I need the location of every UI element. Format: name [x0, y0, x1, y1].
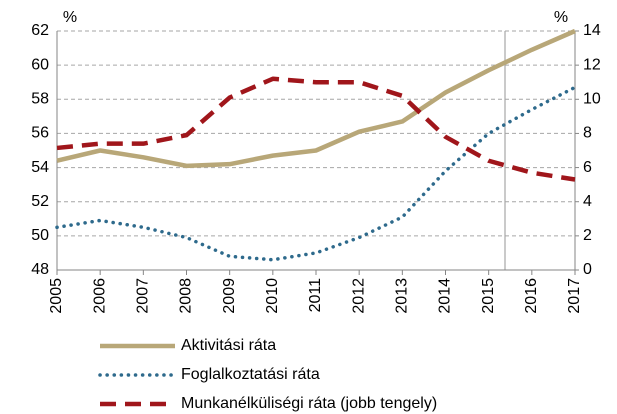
x-tick-label: 2013 [394, 278, 411, 314]
y2-tick-label: 2 [583, 227, 592, 244]
series-line [55, 85, 577, 262]
x-tick-label: 2005 [48, 278, 65, 314]
x-tick-label: 2006 [91, 278, 108, 314]
y-tick-label: 52 [31, 193, 49, 210]
y-tick-label: 58 [31, 91, 49, 108]
y-tick-label: 62 [31, 22, 49, 39]
y-tick-label: 48 [31, 261, 49, 278]
y2-tick-label: 6 [583, 159, 592, 176]
x-tick-label: 2010 [264, 278, 281, 314]
y2-tick-label: 12 [583, 56, 601, 73]
x-tick-label: 2009 [221, 278, 238, 314]
series-line [56, 28, 576, 169]
series-line [56, 76, 576, 182]
legend-label: Aktivitási ráta [181, 337, 276, 354]
y-tick-label: 54 [31, 159, 49, 176]
y-tick-label: 60 [31, 56, 49, 73]
legend-label: Munkanélküliségi ráta (jobb tengely) [181, 395, 437, 412]
legend-label: Foglalkoztatási ráta [181, 366, 320, 383]
y2-tick-label: 8 [583, 125, 592, 142]
y-tick-label: 50 [31, 227, 49, 244]
y2-tick-label: 10 [583, 91, 601, 108]
left-unit: % [63, 9, 77, 26]
x-tick-label: 2016 [523, 278, 540, 314]
y2-tick-label: 14 [583, 22, 601, 39]
y2-tick-label: 4 [583, 193, 592, 210]
x-tick-label: 2011 [307, 278, 324, 313]
x-tick-label: 2012 [350, 278, 367, 314]
x-tick-label: 2015 [480, 278, 497, 314]
x-tick-label: 2007 [135, 278, 152, 314]
right-unit: % [554, 9, 568, 26]
x-tick-label: 2008 [178, 278, 195, 314]
x-tick-label: 2014 [437, 278, 454, 314]
y2-tick-label: 0 [583, 261, 592, 278]
y-tick-label: 56 [31, 125, 49, 142]
x-tick-label: 2017 [566, 278, 583, 314]
